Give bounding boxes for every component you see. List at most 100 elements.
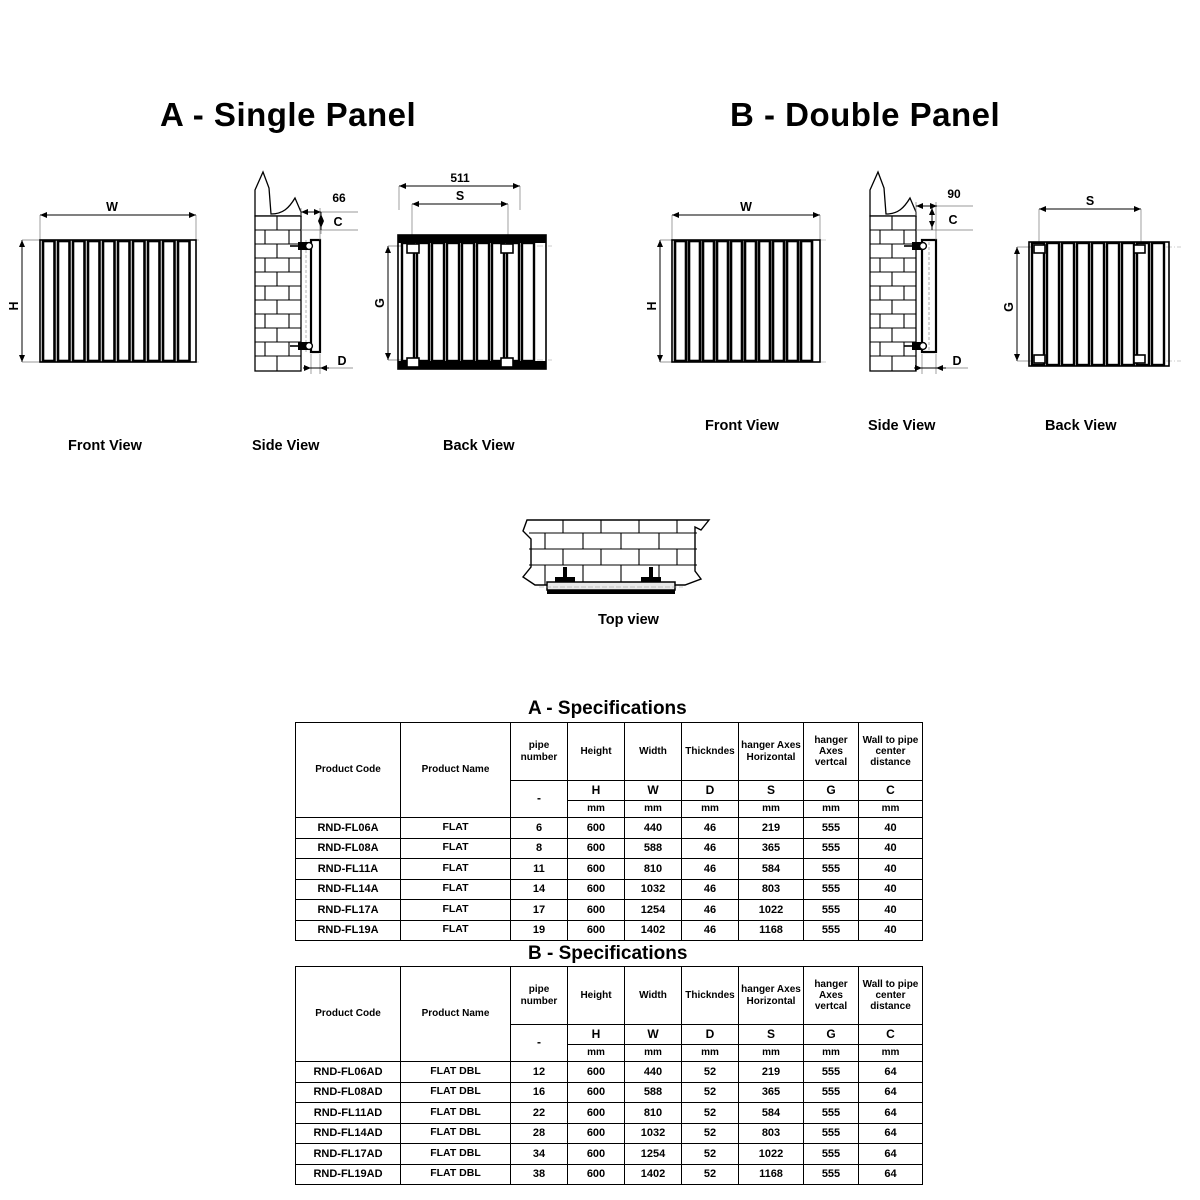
cell-height: 600 bbox=[567, 1061, 625, 1083]
cell-thickness: 52 bbox=[681, 1143, 739, 1165]
cell-height: 600 bbox=[567, 1122, 625, 1144]
cell-width: 588 bbox=[624, 1081, 682, 1103]
table-a-header: Product Code Product Name pipe number He… bbox=[295, 722, 923, 818]
svg-text:D: D bbox=[337, 354, 346, 368]
table-row: RND-FL17A FLAT 17 600 1254 46 1022 555 4… bbox=[295, 899, 923, 921]
cell-wall-dist: 64 bbox=[858, 1102, 923, 1124]
cell-code: RND-FL17A bbox=[295, 899, 401, 921]
svg-text:C: C bbox=[333, 215, 342, 229]
cell-pipes: 19 bbox=[510, 919, 568, 941]
cell-pipes: 14 bbox=[510, 878, 568, 900]
table-b-header: Product Code Product Name pipe number He… bbox=[295, 966, 923, 1062]
cell-code: RND-FL11A bbox=[295, 858, 401, 880]
cell-code: RND-FL17AD bbox=[295, 1143, 401, 1165]
cell-height: 600 bbox=[567, 1081, 625, 1103]
th-sym-s: S bbox=[738, 780, 804, 801]
cell-height: 600 bbox=[567, 1102, 625, 1124]
svg-text:66: 66 bbox=[332, 191, 346, 205]
cell-hanger-v: 555 bbox=[803, 919, 859, 941]
cell-hanger-v: 555 bbox=[803, 817, 859, 839]
cell-height: 600 bbox=[567, 1163, 625, 1185]
cell-code: RND-FL08AD bbox=[295, 1081, 401, 1103]
cell-width: 810 bbox=[624, 858, 682, 880]
panel-b-front-view-drawing: W H bbox=[645, 195, 835, 380]
cell-code: RND-FL06A bbox=[295, 817, 401, 839]
table-row: RND-FL14AD FLAT DBL 28 600 1032 52 803 5… bbox=[295, 1122, 923, 1144]
th-unit-w: mm bbox=[624, 1044, 682, 1062]
table-row: RND-FL11A FLAT 11 600 810 46 584 555 40 bbox=[295, 858, 923, 880]
th-product-name: Product Name bbox=[400, 722, 511, 818]
cell-hanger-h: 584 bbox=[738, 858, 804, 880]
cell-thickness: 46 bbox=[681, 837, 739, 859]
cell-pipes: 34 bbox=[510, 1143, 568, 1165]
table-row: RND-FL06AD FLAT DBL 12 600 440 52 219 55… bbox=[295, 1061, 923, 1083]
cell-hanger-v: 555 bbox=[803, 837, 859, 859]
specifications-table-b: Product Code Product Name pipe number He… bbox=[295, 966, 923, 1185]
cell-thickness: 52 bbox=[681, 1122, 739, 1144]
th-thickness: Thickndes bbox=[681, 722, 739, 781]
cell-height: 600 bbox=[567, 899, 625, 921]
cell-height: 600 bbox=[567, 878, 625, 900]
cell-thickness: 46 bbox=[681, 817, 739, 839]
table-row: RND-FL08A FLAT 8 600 588 46 365 555 40 bbox=[295, 837, 923, 859]
table-row: RND-FL11AD FLAT DBL 22 600 810 52 584 55… bbox=[295, 1102, 923, 1124]
cell-hanger-h: 584 bbox=[738, 1102, 804, 1124]
cell-hanger-v: 555 bbox=[803, 878, 859, 900]
panel-a-side-view-drawing: 66 C D bbox=[243, 168, 393, 388]
table-a-body: RND-FL06A FLAT 6 600 440 46 219 555 40 R… bbox=[295, 817, 923, 941]
svg-text:G: G bbox=[1002, 302, 1016, 312]
table-row: RND-FL19AD FLAT DBL 38 600 1402 52 1168 … bbox=[295, 1163, 923, 1185]
th-height: Height bbox=[567, 722, 625, 781]
cell-code: RND-FL19AD bbox=[295, 1163, 401, 1185]
th-unit-g: mm bbox=[803, 1044, 859, 1062]
cell-width: 440 bbox=[624, 817, 682, 839]
cell-name: FLAT DBL bbox=[400, 1163, 511, 1185]
cell-pipes: 22 bbox=[510, 1102, 568, 1124]
cell-width: 1402 bbox=[624, 919, 682, 941]
table-row: RND-FL06A FLAT 6 600 440 46 219 555 40 bbox=[295, 817, 923, 839]
th-product-code: Product Code bbox=[295, 966, 401, 1062]
svg-text:W: W bbox=[106, 200, 118, 214]
panel-a-front-view-drawing: W H bbox=[7, 195, 208, 380]
th-wall-to-pipe: Wall to pipe center distance bbox=[858, 722, 923, 781]
table-row: RND-FL14A FLAT 14 600 1032 46 803 555 40 bbox=[295, 878, 923, 900]
cell-name: FLAT bbox=[400, 858, 511, 880]
cell-name: FLAT DBL bbox=[400, 1122, 511, 1144]
cell-wall-dist: 40 bbox=[858, 837, 923, 859]
svg-text:W: W bbox=[740, 200, 752, 214]
th-thickness: Thickndes bbox=[681, 966, 739, 1025]
cell-hanger-v: 555 bbox=[803, 1122, 859, 1144]
cell-code: RND-FL19A bbox=[295, 919, 401, 941]
th-product-code: Product Code bbox=[295, 722, 401, 818]
cell-name: FLAT bbox=[400, 899, 511, 921]
panel-a-side-view-caption: Side View bbox=[252, 438, 320, 454]
cell-hanger-h: 365 bbox=[738, 837, 804, 859]
cell-pipes: 12 bbox=[510, 1061, 568, 1083]
cell-thickness: 46 bbox=[681, 919, 739, 941]
cell-wall-dist: 40 bbox=[858, 899, 923, 921]
th-width: Width bbox=[624, 966, 682, 1025]
svg-text:G: G bbox=[373, 298, 387, 308]
cell-thickness: 52 bbox=[681, 1102, 739, 1124]
th-sym-w: W bbox=[624, 780, 682, 801]
cell-code: RND-FL11AD bbox=[295, 1102, 401, 1124]
th-width: Width bbox=[624, 722, 682, 781]
th-unit-g: mm bbox=[803, 800, 859, 818]
table-b-title: B - Specifications bbox=[528, 943, 688, 964]
cell-width: 1254 bbox=[624, 1143, 682, 1165]
cell-hanger-h: 365 bbox=[738, 1081, 804, 1103]
panel-a-back-view-drawing: 511 S G bbox=[372, 168, 582, 383]
specifications-table-a: Product Code Product Name pipe number He… bbox=[295, 722, 923, 941]
cell-name: FLAT bbox=[400, 919, 511, 941]
panel-b-front-view-caption: Front View bbox=[705, 418, 779, 434]
cell-code: RND-FL08A bbox=[295, 837, 401, 859]
svg-text:D: D bbox=[952, 354, 961, 368]
cell-hanger-v: 555 bbox=[803, 1102, 859, 1124]
section-title-a: A - Single Panel bbox=[160, 96, 417, 133]
th-sym-w: W bbox=[624, 1024, 682, 1045]
cell-hanger-h: 219 bbox=[738, 1061, 804, 1083]
panel-b-back-view-caption: Back View bbox=[1045, 418, 1117, 434]
cell-width: 1402 bbox=[624, 1163, 682, 1185]
cell-hanger-v: 555 bbox=[803, 899, 859, 921]
